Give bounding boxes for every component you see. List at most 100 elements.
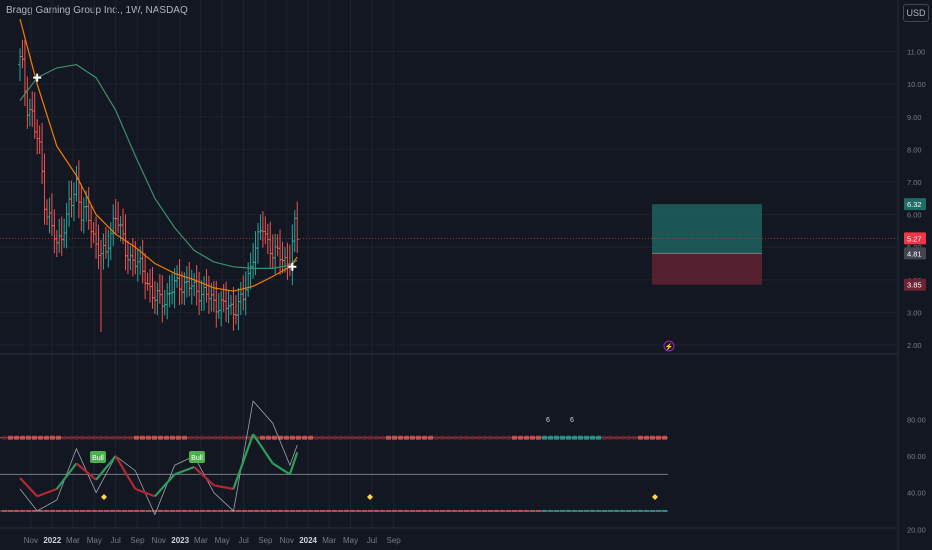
osc-strip-top	[506, 435, 511, 440]
osc-thick-segment	[272, 462, 291, 476]
moving-average-orange	[19, 18, 298, 292]
osc-strip-bottom	[398, 509, 403, 512]
osc-strip-bottom	[518, 509, 523, 512]
osc-strip-top	[170, 435, 175, 440]
osc-strip-top	[32, 435, 37, 440]
y-tick-label: 10.00	[907, 80, 926, 89]
position-tool[interactable]	[0, 204, 898, 285]
six-label: 6	[546, 417, 550, 424]
ohlc-bar	[236, 287, 241, 331]
osc-strip-top	[386, 435, 391, 440]
osc-strip-bottom	[188, 509, 193, 512]
ohlc-bar	[280, 241, 285, 274]
ohlc-bar	[192, 273, 197, 297]
osc-strip-top	[332, 435, 337, 440]
osc-strip-top	[20, 435, 25, 440]
ohlc-bar	[52, 209, 57, 254]
ohlc-bar	[145, 272, 150, 291]
osc-strip-top	[194, 435, 199, 440]
osc-strip-bottom	[320, 509, 325, 512]
price-tag-label: 6.32	[907, 200, 922, 209]
osc-strip-top	[554, 435, 559, 440]
osc-strip-bottom	[2, 509, 7, 512]
osc-strip-bottom	[470, 509, 475, 512]
osc-thick-segment	[19, 477, 38, 498]
osc-strip-top	[284, 435, 289, 440]
osc-strip-bottom	[86, 509, 91, 512]
osc-strip-top	[212, 435, 217, 440]
ohlc-bar	[42, 153, 47, 225]
ohlc-bar	[194, 264, 199, 306]
y-tick-label: 6.00	[907, 211, 922, 220]
six-label: 6	[570, 417, 574, 424]
target-zone	[652, 204, 762, 254]
ohlc-bar	[111, 204, 116, 247]
osc-strip-bottom	[218, 509, 223, 512]
osc-strip-bottom	[356, 509, 361, 512]
osc-strip-bottom	[74, 509, 79, 512]
osc-strip-bottom	[230, 509, 235, 512]
osc-strip-top	[218, 435, 223, 440]
osc-strip-bottom	[596, 509, 601, 512]
ohlc-bar	[79, 184, 84, 232]
osc-strip-top	[416, 435, 421, 440]
osc-thick-segment	[95, 455, 117, 481]
osc-strip-bottom	[662, 509, 667, 512]
osc-strip-bottom	[590, 509, 595, 512]
osc-strip-bottom	[626, 509, 631, 512]
currency-button[interactable]: USD	[903, 4, 929, 22]
osc-strip-bottom	[500, 509, 505, 512]
osc-strip-top	[158, 435, 163, 440]
y-tick-label: 3.00	[907, 308, 922, 317]
osc-strip-top	[518, 435, 523, 440]
ohlc-bar	[265, 223, 270, 254]
ohlc-bar	[130, 237, 135, 277]
osc-strip-top	[566, 435, 571, 440]
osc-strip-top	[440, 435, 445, 440]
ohlc-bar	[125, 240, 130, 275]
x-tick-label: Jul	[239, 536, 249, 545]
ohlc-bar	[113, 199, 118, 235]
x-tick-label: Nov	[280, 536, 294, 545]
osc-strip-bottom	[182, 509, 187, 512]
osc-strip-bottom	[194, 509, 199, 512]
osc-strip-bottom	[554, 509, 559, 512]
osc-strip-top	[650, 435, 655, 440]
price-tag-target	[904, 198, 926, 211]
ohlc-bar	[295, 201, 300, 253]
osc-strip-bottom	[164, 509, 169, 512]
moving-average-green	[19, 63, 298, 269]
osc-strip-top	[656, 435, 661, 440]
osc-strip-bottom	[140, 509, 145, 512]
ohlc-bar	[199, 280, 204, 311]
osc-strip-top	[560, 435, 565, 440]
osc-strip-bottom	[332, 509, 337, 512]
osc-strip-bottom	[104, 509, 109, 512]
ohlc-bar	[152, 281, 157, 314]
osc-strip-bottom	[428, 509, 433, 512]
ohlc-bar	[241, 275, 246, 311]
osc-strip-bottom	[8, 509, 13, 512]
osc-strip-bottom	[236, 509, 241, 512]
osc-strip-bottom	[326, 509, 331, 512]
x-tick-label: Nov	[24, 536, 38, 545]
osc-strip-bottom	[20, 509, 25, 512]
osc-strip-top	[230, 435, 235, 440]
y-tick-label: 8.00	[907, 145, 922, 154]
osc-strip-top	[8, 435, 13, 440]
osc-strip-bottom	[578, 509, 583, 512]
osc-strip-bottom	[560, 509, 565, 512]
osc-strip-top	[380, 435, 385, 440]
osc-strip-bottom	[374, 509, 379, 512]
ohlc-bar	[233, 295, 238, 325]
ohlc-bar	[106, 229, 111, 268]
stop-zone	[652, 253, 762, 285]
ohlc-bar	[18, 48, 22, 81]
x-tick-label: Jul	[367, 536, 377, 545]
ohlc-bar	[258, 214, 263, 240]
ohlc-bar	[91, 222, 96, 244]
osc-strip-top	[620, 435, 625, 440]
ohlc-bar	[76, 160, 81, 219]
